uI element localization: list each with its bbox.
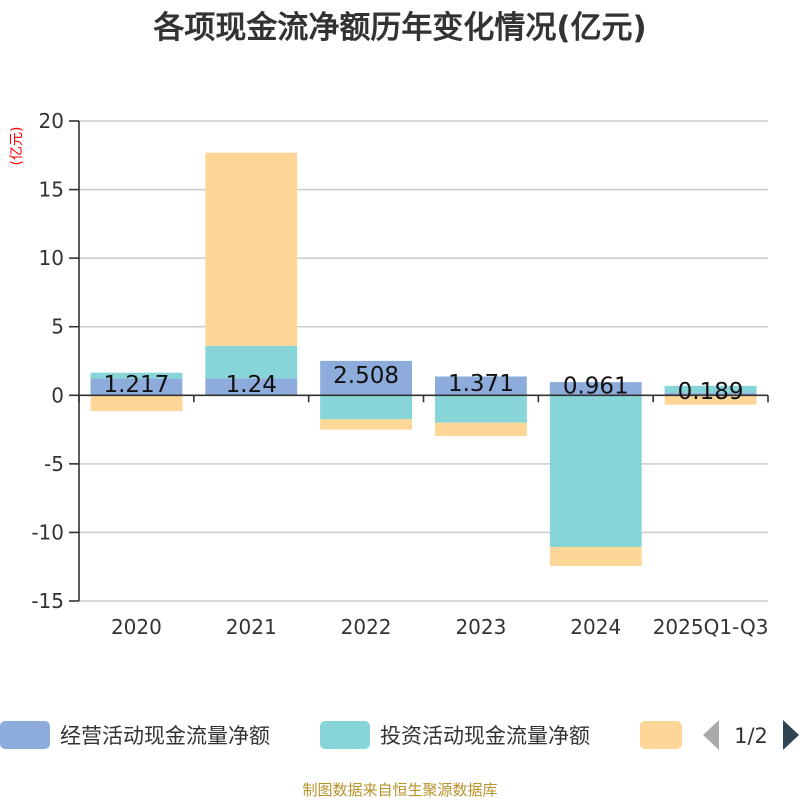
legend: 经营活动现金流量净额 投资活动现金流量净额 1/2: [0, 715, 800, 757]
axes: 20 15 10 5 0 -5 -10 -15 2020 2021 2022 2023 2024 2025…: [31, 109, 769, 639]
x-tick-label: 2020: [111, 615, 162, 639]
bar-segment[interactable]: [205, 152, 298, 346]
y-tick-label: 15: [39, 178, 64, 202]
x-tick-label: 2024: [570, 615, 621, 639]
bar-segment[interactable]: [320, 360, 413, 396]
x-tick-label: 2022: [341, 615, 392, 639]
bar-labels: 1.217 1.24 2.508 1.371 0.961 0.189: [103, 363, 743, 405]
bar-segment[interactable]: [434, 376, 527, 396]
y-axis-name: (亿元): [9, 127, 25, 166]
legend-swatch-third: [640, 721, 682, 749]
bar-segment[interactable]: [320, 395, 413, 420]
bar-segment[interactable]: [664, 385, 757, 393]
bar-segment[interactable]: [549, 382, 642, 396]
chart-title: 各项现金流净额历年变化情况(亿元): [152, 10, 646, 46]
y-tick-label: -5: [44, 452, 64, 476]
bar-segment[interactable]: [549, 395, 642, 547]
bar-value-label: 1.371: [448, 371, 514, 397]
data-source-footer: 制图数据来自恒生聚源数据库: [302, 781, 497, 799]
legend-item-investing[interactable]: 投资活动现金流量净额: [320, 721, 590, 749]
bar-segment[interactable]: [205, 378, 298, 396]
y-tick-label: -10: [31, 520, 64, 544]
legend-pager-background: [682, 715, 800, 757]
bar-segment[interactable]: [549, 546, 642, 567]
bars: [90, 152, 757, 567]
bar-segment[interactable]: [664, 395, 757, 405]
y-tick-label: 0: [51, 383, 64, 407]
legend-prev-page-icon[interactable]: [703, 720, 719, 750]
legend-label-investing: 投资活动现金流量净额: [380, 724, 590, 748]
y-tick-label: -15: [31, 589, 64, 613]
x-tick-label: 2025Q1-Q3: [653, 615, 769, 639]
bar-segment[interactable]: [90, 372, 183, 379]
bar-value-label: 2.508: [333, 363, 399, 389]
legend-next-page-icon[interactable]: [783, 720, 799, 750]
bar-segment[interactable]: [320, 419, 413, 430]
y-tick-label: 5: [51, 315, 64, 339]
legend-swatch-operating: [0, 721, 50, 749]
bar-segment[interactable]: [205, 345, 298, 379]
legend-swatch-investing: [320, 721, 370, 749]
bar-segment[interactable]: [90, 378, 183, 396]
legend-item-operating[interactable]: 经营活动现金流量净额: [0, 721, 270, 749]
bar-value-label: 0.189: [678, 379, 744, 405]
bar-segment[interactable]: [434, 395, 527, 423]
gridlines: [79, 120, 768, 602]
bar-segment[interactable]: [664, 392, 757, 396]
bar-value-label: 1.24: [226, 372, 277, 398]
bar-segment[interactable]: [90, 395, 183, 412]
x-tick-label: 2023: [455, 615, 506, 639]
bar-segment[interactable]: [434, 422, 527, 437]
y-tick-label: 20: [39, 109, 64, 133]
legend-page-indicator: 1/2: [734, 724, 768, 748]
bar-value-label: 1.217: [103, 372, 169, 398]
y-tick-label: 10: [39, 246, 64, 270]
legend-item-third[interactable]: [640, 721, 682, 749]
legend-label-operating: 经营活动现金流量净额: [60, 724, 270, 748]
x-tick-label: 2021: [226, 615, 277, 639]
bar-value-label: 0.961: [563, 374, 629, 400]
